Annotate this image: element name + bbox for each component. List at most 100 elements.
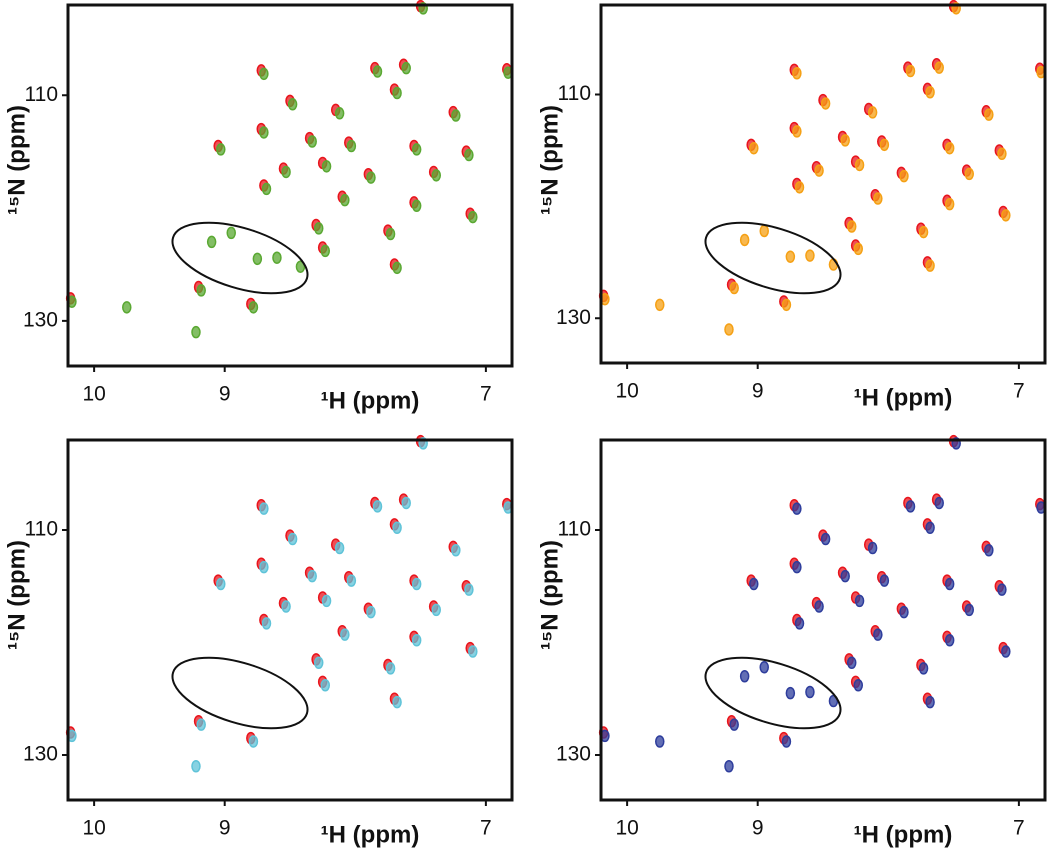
- peak: [840, 134, 850, 147]
- x-tick-label: 10: [82, 383, 105, 406]
- y-tick-label: 130: [556, 306, 591, 329]
- highlight-ellipse: [704, 221, 842, 295]
- panel: 10 9 7 110 130 ¹H (ppm) ¹⁵N (ppm): [536, 434, 1047, 848]
- peak: [261, 182, 272, 196]
- peak: [729, 718, 739, 731]
- peak: [191, 760, 201, 773]
- peak: [739, 670, 750, 683]
- peak: [468, 210, 478, 224]
- peak: [320, 244, 331, 258]
- x-tick-label: 7: [1013, 380, 1025, 403]
- y-tick-label: 110: [25, 83, 58, 106]
- peak: [984, 544, 994, 557]
- peak: [191, 325, 201, 339]
- peak: [814, 600, 824, 613]
- peak: [925, 695, 935, 709]
- peak: [794, 617, 805, 630]
- peak: [248, 301, 259, 314]
- peak: [287, 532, 298, 546]
- x-tick-label: 9: [219, 817, 231, 840]
- highlight-ellipse: [171, 221, 309, 295]
- peak: [781, 735, 792, 748]
- peak: [451, 544, 461, 557]
- peak: [854, 594, 865, 608]
- peak: [206, 235, 217, 249]
- peak: [259, 502, 269, 515]
- peak: [792, 125, 802, 138]
- peak: [944, 577, 955, 591]
- peak: [366, 605, 376, 619]
- peak: [340, 628, 350, 641]
- x-tick-label: 9: [752, 817, 764, 840]
- peak: [464, 583, 474, 596]
- peak: [196, 718, 206, 731]
- peak: [899, 605, 909, 619]
- peak: [997, 147, 1007, 161]
- peak: [392, 261, 402, 275]
- peak: [805, 685, 815, 699]
- peak: [739, 233, 750, 247]
- peak: [216, 143, 226, 156]
- panel: 10 9 7 110 130 ¹H (ppm) ¹⁵N (ppm): [3, 0, 514, 414]
- peak: [334, 107, 345, 120]
- peak: [792, 560, 802, 574]
- peak: [805, 249, 815, 262]
- peak: [401, 496, 411, 510]
- peak: [122, 301, 132, 314]
- peak: [840, 569, 850, 583]
- peak: [729, 281, 739, 295]
- peak: [372, 500, 383, 513]
- y-tick-label: 110: [558, 82, 591, 105]
- x-axis-label: ¹H (ppm): [854, 384, 953, 411]
- peak: [934, 61, 944, 74]
- peak: [905, 64, 916, 78]
- x-tick-label: 10: [82, 817, 105, 840]
- peak: [431, 169, 442, 182]
- x-tick-label: 7: [480, 817, 492, 840]
- peak: [944, 141, 955, 155]
- peak: [366, 171, 376, 184]
- peak: [392, 86, 402, 100]
- plot-frame: [599, 438, 1047, 802]
- peak: [853, 242, 864, 256]
- peak: [307, 569, 317, 583]
- peak: [655, 735, 665, 748]
- peak: [411, 634, 422, 647]
- peak: [944, 197, 955, 211]
- peak: [814, 164, 824, 177]
- x-tick-label: 7: [480, 383, 492, 406]
- peak: [749, 141, 759, 155]
- peak: [346, 139, 357, 153]
- peak: [655, 298, 665, 312]
- peak: [724, 323, 734, 336]
- peak: [918, 662, 929, 675]
- x-tick-label: 9: [219, 383, 231, 406]
- y-tick-label: 130: [23, 308, 58, 331]
- peak: [759, 224, 769, 238]
- peak: [295, 260, 306, 273]
- peak: [1001, 645, 1011, 658]
- peak: [252, 252, 263, 266]
- panel: 10 9 7 110 130 ¹H (ppm) ¹⁵N (ppm): [536, 0, 1047, 411]
- peak: [259, 67, 269, 81]
- peak: [925, 86, 935, 99]
- peak: [372, 65, 383, 78]
- y-tick-label: 130: [23, 743, 58, 766]
- peak: [313, 222, 324, 235]
- peak: [248, 735, 259, 748]
- peak: [794, 181, 805, 194]
- peak: [334, 541, 345, 555]
- peak: [997, 583, 1007, 596]
- peak: [431, 603, 442, 617]
- peak: [385, 227, 396, 241]
- x-tick-label: 7: [1013, 817, 1025, 840]
- peak: [873, 628, 883, 641]
- peak: [724, 760, 734, 773]
- peak: [259, 126, 269, 139]
- peak: [899, 169, 909, 183]
- peak: [226, 226, 236, 240]
- peak: [828, 258, 839, 271]
- peak: [392, 695, 402, 709]
- peak: [867, 106, 878, 119]
